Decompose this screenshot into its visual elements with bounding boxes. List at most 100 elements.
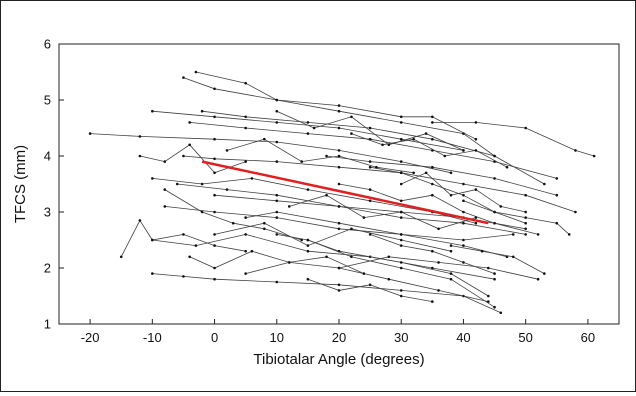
data-point xyxy=(337,289,341,292)
data-point xyxy=(511,255,515,259)
series-line-15 xyxy=(214,222,452,252)
data-point xyxy=(555,177,559,180)
series-line-34 xyxy=(307,278,433,302)
series-line-25 xyxy=(432,122,595,157)
data-point xyxy=(231,221,235,225)
data-point xyxy=(200,109,204,113)
data-point xyxy=(449,171,453,175)
data-point xyxy=(555,221,559,225)
data-point xyxy=(399,244,403,247)
data-point xyxy=(188,255,191,259)
data-point xyxy=(182,76,185,79)
data-point xyxy=(462,193,465,197)
data-point xyxy=(431,193,434,197)
data-point xyxy=(275,98,279,102)
data-point xyxy=(399,210,403,214)
data-point xyxy=(263,221,266,225)
data-point xyxy=(213,233,216,236)
data-point xyxy=(250,177,254,180)
data-point xyxy=(213,277,216,281)
data-point xyxy=(175,182,179,186)
data-point xyxy=(449,272,453,275)
x-tick-label: 20 xyxy=(332,330,346,345)
data-point xyxy=(399,171,403,175)
data-point xyxy=(350,255,353,259)
data-point xyxy=(337,227,341,231)
data-point xyxy=(462,149,465,152)
data-point xyxy=(399,289,403,292)
series-line-9 xyxy=(183,77,495,157)
data-point xyxy=(424,132,428,135)
data-point xyxy=(462,182,465,186)
data-point xyxy=(524,216,527,219)
data-point xyxy=(213,244,216,247)
data-point xyxy=(188,121,191,124)
data-point xyxy=(399,261,403,264)
data-point xyxy=(151,272,154,275)
data-point xyxy=(493,305,496,309)
data-point xyxy=(337,154,341,158)
data-point xyxy=(493,272,496,275)
data-point xyxy=(244,272,247,275)
data-point xyxy=(138,154,142,158)
data-point xyxy=(437,261,440,264)
data-point xyxy=(449,249,453,253)
data-point xyxy=(536,277,540,281)
data-point xyxy=(474,121,478,124)
ticks-layer: -20 -10 0 10 20 30 40 50 60 1 2 3 4 5 6 xyxy=(44,37,595,346)
data-point xyxy=(306,244,310,247)
data-point xyxy=(443,154,447,158)
data-point xyxy=(163,205,167,208)
data-point xyxy=(200,210,204,214)
series-line-4 xyxy=(152,233,495,280)
data-point xyxy=(462,221,465,225)
series-line-14 xyxy=(214,194,526,235)
x-tick-label: 50 xyxy=(518,330,532,345)
series-layer xyxy=(88,70,596,315)
data-point xyxy=(375,165,378,169)
y-tick-label: 6 xyxy=(44,37,51,52)
series-line-18 xyxy=(276,234,489,297)
data-point xyxy=(182,233,185,236)
data-point xyxy=(250,249,254,253)
x-tick-label: -20 xyxy=(81,330,100,345)
data-point xyxy=(275,216,279,219)
data-point xyxy=(437,289,440,292)
data-point xyxy=(487,300,490,303)
data-point xyxy=(362,272,366,275)
data-point xyxy=(424,171,428,175)
data-point xyxy=(275,210,279,214)
data-point xyxy=(431,266,434,270)
data-point xyxy=(138,135,142,138)
data-point xyxy=(399,182,403,186)
data-point xyxy=(213,171,216,175)
y-tick-label: 3 xyxy=(44,205,51,220)
data-point xyxy=(474,221,478,225)
data-point xyxy=(350,115,353,119)
data-point xyxy=(511,233,515,236)
data-point xyxy=(287,261,291,264)
data-point xyxy=(399,266,403,270)
data-point xyxy=(368,160,372,163)
data-point xyxy=(449,277,453,281)
data-point xyxy=(487,266,490,270)
data-point xyxy=(431,137,434,141)
x-tick-label: 40 xyxy=(456,330,470,345)
x-tick-label: -10 xyxy=(143,330,162,345)
data-point xyxy=(474,216,478,219)
series-line-11 xyxy=(195,71,477,140)
data-point xyxy=(387,277,391,281)
data-point xyxy=(381,143,384,147)
data-point xyxy=(225,149,229,152)
data-point xyxy=(244,126,247,130)
data-point xyxy=(474,149,478,152)
data-point xyxy=(524,126,527,130)
data-point xyxy=(437,227,440,231)
data-point xyxy=(225,188,229,191)
series-line-23 xyxy=(370,166,526,224)
data-point xyxy=(462,199,465,203)
data-point xyxy=(200,182,204,186)
data-point xyxy=(368,165,372,169)
series-line-32 xyxy=(289,194,477,230)
